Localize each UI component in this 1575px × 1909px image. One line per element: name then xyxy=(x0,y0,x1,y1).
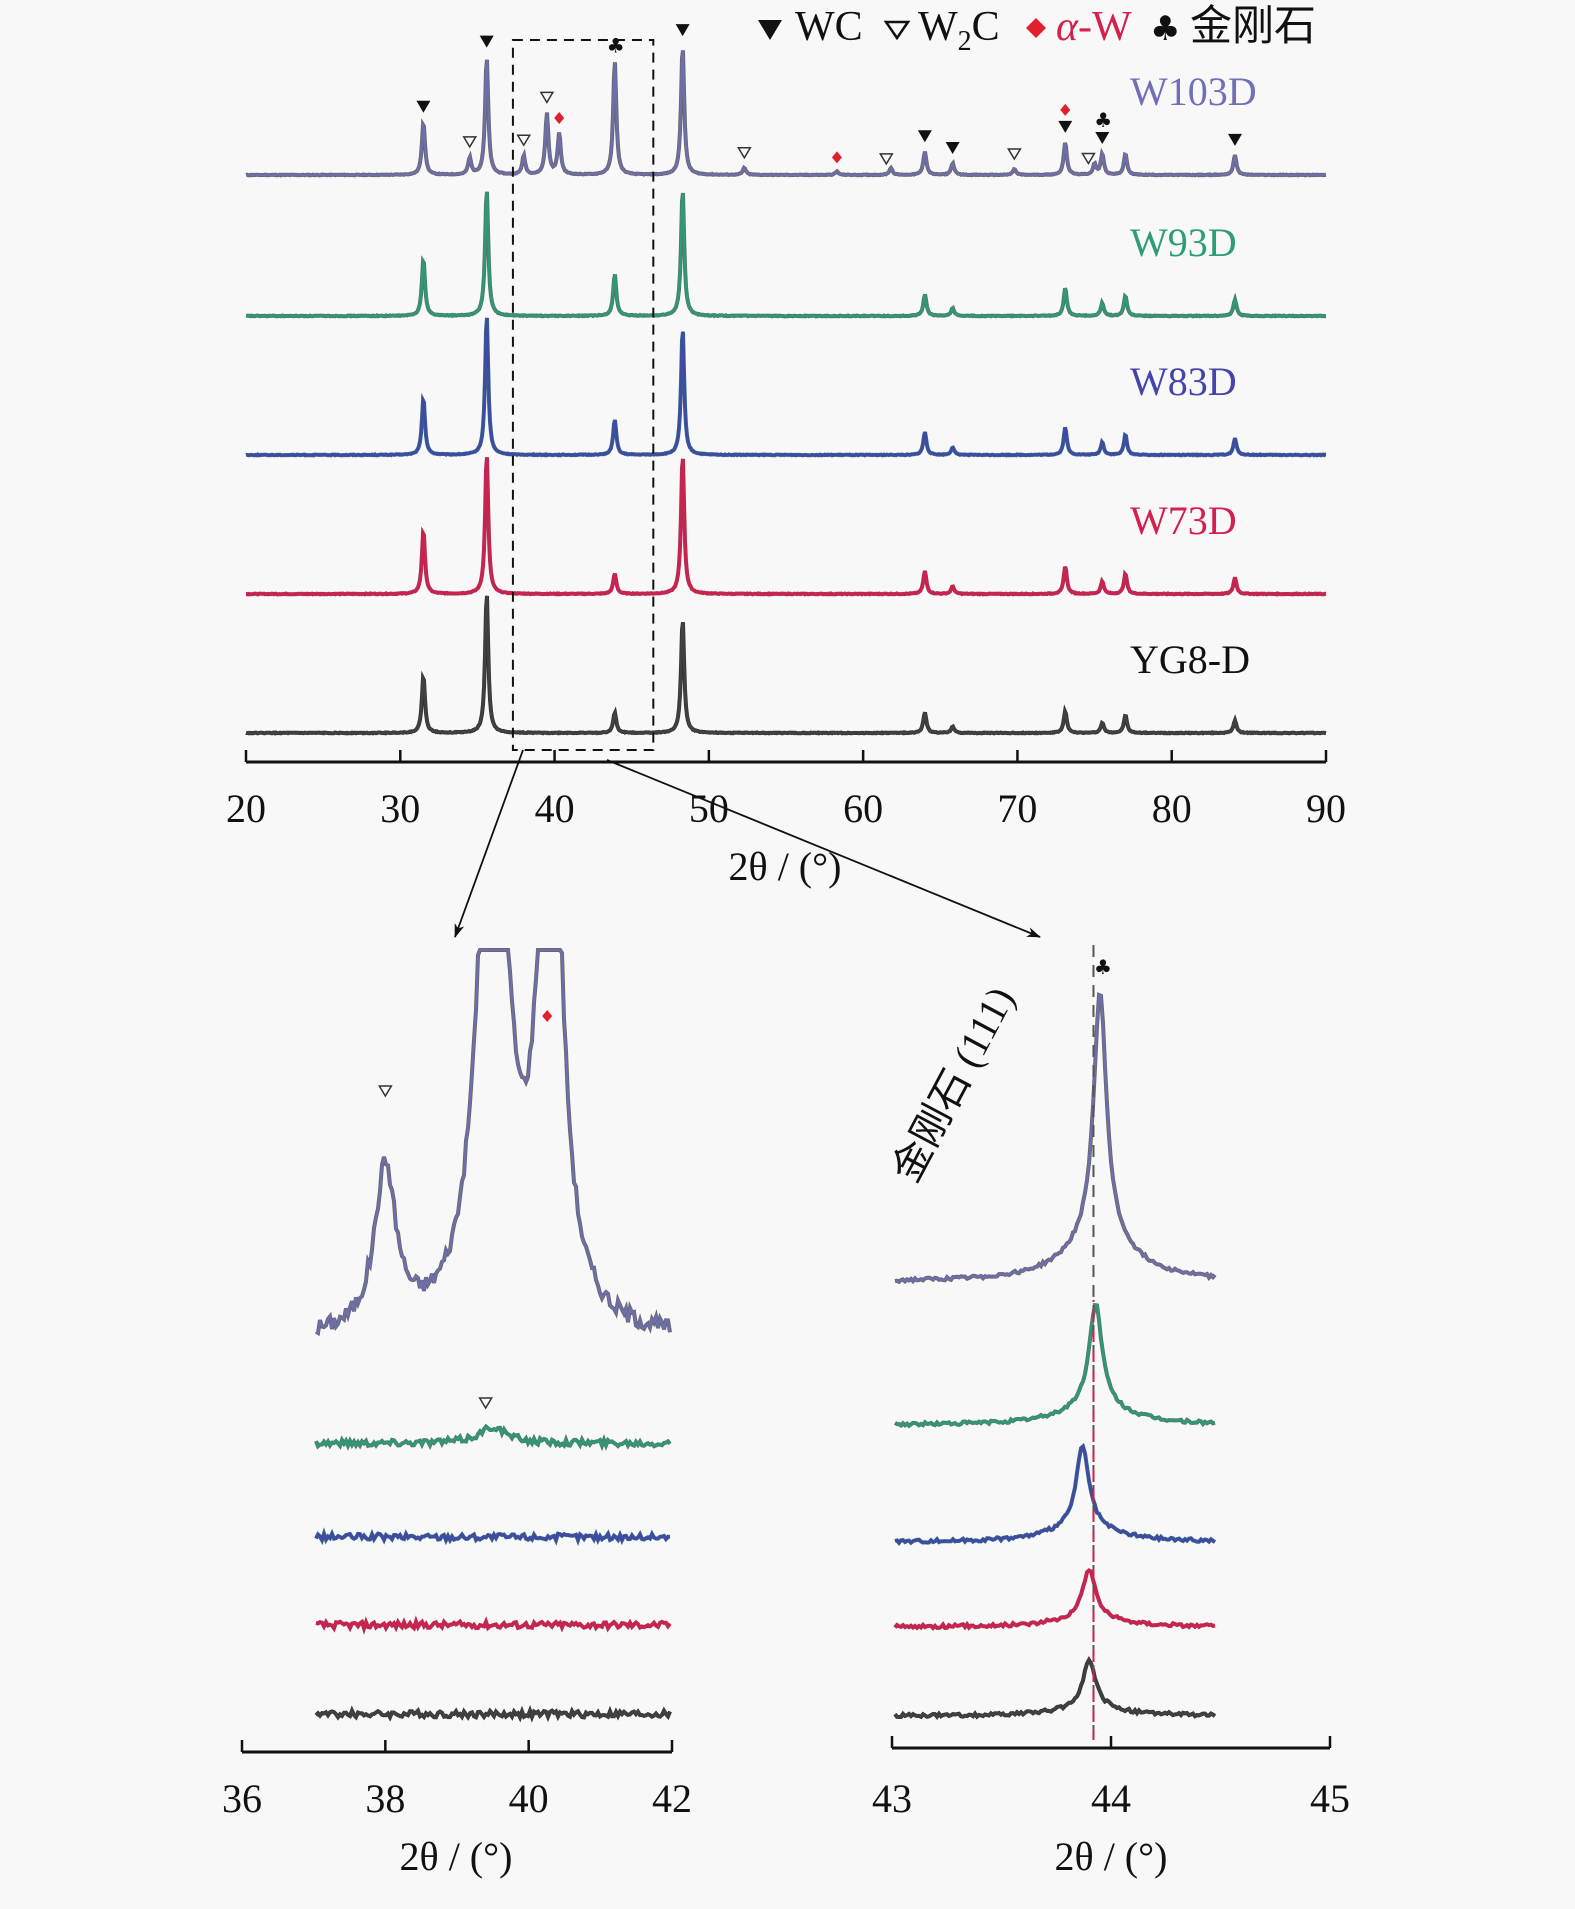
main-x-tick-label: 30 xyxy=(380,786,420,831)
left-x-tick-label: 40 xyxy=(509,1776,549,1821)
right-x-axis-title: 2θ / (°) xyxy=(1055,1834,1168,1879)
peak-marker-alpha-w-icon xyxy=(1060,103,1071,116)
series-label-w73d: W73D xyxy=(1130,498,1237,543)
left-trace-yg8-d xyxy=(315,1707,672,1721)
peak-marker-w2c-icon xyxy=(1007,148,1022,161)
series-label-w83d: W83D xyxy=(1130,359,1237,404)
right-trace-w103d xyxy=(894,993,1216,1284)
peak-marker-w2c-icon xyxy=(737,147,752,160)
left-trace-w103d-shadow xyxy=(314,948,672,1337)
diamond-111-annotation: 金刚石 (111) xyxy=(883,979,1023,1189)
right-trace-w83d xyxy=(894,1444,1216,1545)
series-label-yg8-d: YG8-D xyxy=(1130,637,1250,682)
left-w2c-marker-icon xyxy=(378,1085,393,1098)
right-x-tick-label: 44 xyxy=(1091,1776,1131,1821)
peak-marker-alpha-w-icon xyxy=(554,112,565,125)
peak-marker-wc-icon xyxy=(1095,131,1110,144)
peak-marker-wc-icon xyxy=(416,100,431,113)
left-x-axis-title: 2θ / (°) xyxy=(400,1834,513,1879)
main-x-tick-label: 40 xyxy=(535,786,575,831)
legend-diamond-label: 金刚石 xyxy=(1190,3,1316,50)
zoom-region-box xyxy=(511,39,655,751)
main-x-tick-label: 20 xyxy=(226,786,266,831)
left-trace-w103d xyxy=(315,948,672,1335)
peak-marker-w2c-icon xyxy=(516,134,532,147)
w2c-marker-icon xyxy=(883,20,911,41)
right-x-tick-label: 43 xyxy=(872,1776,912,1821)
left-trace-w83d xyxy=(314,1529,670,1544)
right-diamond-marker-icon: ♣ xyxy=(1094,955,1112,979)
legend: WC W2C α-W ♣ 金刚石 xyxy=(758,3,1316,57)
left-inset-plot: 36 38 40 42 xyxy=(222,948,692,1821)
peak-marker-w2c-icon xyxy=(878,153,894,166)
main-x-tick-label: 90 xyxy=(1306,786,1346,831)
trace-w93d xyxy=(245,191,1326,318)
trace-w103d xyxy=(245,50,1327,177)
main-x-tick-label: 60 xyxy=(843,786,883,831)
right-x-tick-label: 45 xyxy=(1310,1776,1350,1821)
left-trace-w93d xyxy=(314,1424,671,1450)
right-trace-yg8-d xyxy=(893,1657,1216,1719)
left-trace-w73d xyxy=(315,1617,671,1633)
main-x-axis-title: 2θ / (°) xyxy=(729,844,842,889)
series-label-w93d: W93D xyxy=(1130,220,1237,265)
peak-marker-wc-icon xyxy=(1227,133,1242,146)
peak-marker-diamond-icon: ♣ xyxy=(607,33,625,57)
peak-marker-w2c-icon xyxy=(539,91,555,104)
trace-w73d xyxy=(246,457,1327,596)
left-w93d-w2c-marker-icon xyxy=(478,1397,493,1410)
left-x-tick-label: 38 xyxy=(365,1776,405,1821)
peak-marker-wc-icon xyxy=(1058,120,1073,133)
peak-marker-w2c-icon xyxy=(462,136,478,149)
peak-marker-alpha-w-icon xyxy=(831,151,842,164)
right-trace-w83d-shadow xyxy=(894,1442,1217,1546)
peak-marker-w2c-icon xyxy=(1081,152,1096,165)
legend-w2c-label: W2C xyxy=(918,4,1000,57)
left-alpha-w-marker-icon xyxy=(542,1010,553,1022)
peak-marker-wc-icon xyxy=(479,35,494,48)
right-trace-w93d xyxy=(894,1303,1216,1428)
legend-wc-label: WC xyxy=(795,4,863,50)
diamond-marker-icon: ♣ xyxy=(1150,9,1180,49)
trace-yg8-d xyxy=(245,595,1327,735)
peak-marker-diamond-icon: ♣ xyxy=(1094,108,1112,132)
trace-w83d xyxy=(245,317,1327,457)
right-trace-w93d-shadow xyxy=(893,1302,1216,1429)
main-plot: W103D ♣ ♣ W93D W83D W73D YG8-D 20 30 40 50 60 70 80 90 xyxy=(226,24,1346,938)
right-inset-plot: ♣ 43 44 45 xyxy=(872,945,1350,1821)
peak-marker-wc-icon xyxy=(917,130,932,143)
arrow-to-right-inset xyxy=(606,759,1041,938)
arrow-to-left-inset xyxy=(454,749,524,938)
series-label-w103d: W103D xyxy=(1130,69,1257,114)
legend-alpha-w-label: α-W xyxy=(1056,4,1132,50)
peak-marker-wc-icon xyxy=(945,142,960,155)
alpha-w-marker-icon xyxy=(1026,18,1046,38)
right-trace-w73d xyxy=(894,1569,1216,1630)
left-x-tick-label: 36 xyxy=(222,1776,262,1821)
peak-marker-wc-icon xyxy=(675,24,690,37)
main-x-tick-label: 50 xyxy=(689,786,729,831)
wc-marker-icon xyxy=(758,20,782,40)
main-x-tick-label: 70 xyxy=(997,786,1037,831)
main-x-tick-label: 80 xyxy=(1152,786,1192,831)
left-x-tick-label: 42 xyxy=(652,1776,692,1821)
